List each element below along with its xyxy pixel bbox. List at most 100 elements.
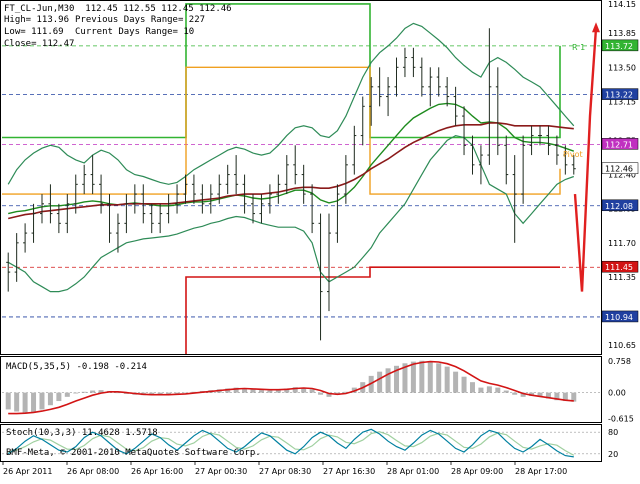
- macd-histogram-bar: [64, 392, 70, 397]
- macd-histogram-bar: [326, 392, 332, 397]
- macd-histogram-bar: [225, 388, 231, 393]
- symbol-name: FT_CL-Jun,M30: [4, 4, 75, 14]
- x-tick-label: 28 Apr 17:00: [515, 467, 567, 476]
- level-price-box: [601, 39, 639, 52]
- macd-histogram-bar: [562, 392, 568, 402]
- y-tick-label: 111.70: [608, 239, 636, 248]
- macd-histogram-bar: [81, 391, 87, 393]
- macd-histogram-bar: [166, 392, 172, 395]
- macd-tick-label: -0.615: [608, 414, 634, 423]
- macd-histogram-bar: [174, 392, 180, 394]
- macd-histogram-bar: [191, 391, 197, 393]
- macd-histogram-bar: [242, 388, 248, 393]
- macd-histogram-bar: [267, 390, 273, 393]
- macd-histogram-bar: [503, 390, 509, 393]
- macd-histogram-bar: [486, 386, 492, 393]
- macd-histogram-bar: [377, 371, 383, 393]
- y-tick-label: 114.15: [608, 0, 636, 9]
- macd-histogram-bar: [98, 390, 104, 393]
- macd-histogram-bar: [394, 365, 400, 393]
- level-price-box: [601, 260, 639, 273]
- macd-tick-label: 0.758: [608, 357, 631, 366]
- stoch-tick-label: 80: [608, 428, 618, 437]
- moving-average-fast-line: [8, 102, 575, 215]
- macd-histogram-bar: [520, 392, 526, 397]
- x-tick-label: 28 Apr 09:00: [451, 467, 503, 476]
- macd-histogram-bar: [495, 387, 501, 393]
- bollinger-lower-line: [7, 134, 574, 293]
- macd-histogram-bar: [73, 392, 79, 394]
- macd-histogram-bar: [537, 392, 543, 397]
- macd-histogram-bar: [343, 391, 349, 393]
- stoch-panel-frame: [0, 424, 602, 462]
- stochastic-panel: 80 20: [2, 428, 618, 459]
- stoch-tick-label: 20: [608, 450, 618, 459]
- high-value: High= 113.96: [4, 15, 70, 25]
- y-tick-label: 110.65: [608, 341, 636, 350]
- y-tick-label: 113.50: [608, 63, 636, 72]
- macd-histogram-bar: [39, 392, 45, 410]
- copyright-text: BMF-Meta, © 2001-2010 MetaQuotes Softwar…: [6, 448, 261, 458]
- y-tick-label: 112.40: [608, 171, 636, 180]
- low-value: Low= 111.69: [4, 27, 64, 37]
- level-price-box: [601, 88, 639, 100]
- macd-histogram-bar: [250, 389, 256, 393]
- macd-histogram-bar: [410, 361, 416, 393]
- macd-histogram-bar: [512, 392, 518, 395]
- macd-histogram-bar: [258, 390, 264, 393]
- x-tick-label: 26 Apr 2011: [3, 467, 52, 476]
- macd-histogram-bar: [14, 392, 20, 412]
- x-tick-label: 27 Apr 16:30: [323, 467, 375, 476]
- moving-average-slow-line: [8, 122, 574, 220]
- symbol-info: FT_CL-Jun,M30 112.45 112.55 112.45 112.4…: [4, 4, 232, 14]
- macd-histogram-bar: [529, 392, 535, 396]
- macd-histogram-bar: [545, 392, 551, 399]
- macd-histogram-bar: [115, 392, 121, 394]
- stoch-title: Stoch(10,3,3) 11.4628 1.5718: [6, 428, 158, 438]
- macd-histogram-bar: [385, 368, 391, 393]
- macd-histogram-bar: [351, 387, 357, 393]
- level-price-box: [601, 310, 639, 323]
- macd-histogram-bar: [419, 360, 425, 393]
- s1-line: [185, 266, 560, 354]
- level-price-box: [601, 199, 639, 212]
- level-price-box: [601, 138, 639, 150]
- level-price-label: 112.08: [605, 202, 633, 211]
- macd-histogram-bar: [56, 392, 62, 402]
- macd-histogram-bar: [284, 388, 290, 393]
- pivot-line: [2, 66, 561, 195]
- macd-histogram-bar: [47, 392, 53, 406]
- macd-histogram-bar: [275, 389, 281, 393]
- ohlc-values: 112.45 112.55 112.45 112.46: [85, 4, 232, 14]
- macd-histogram-bar: [182, 392, 188, 394]
- macd-histogram-bar: [301, 387, 307, 393]
- macd-histogram-bar: [31, 392, 37, 413]
- forecast-arrow-line: [573, 28, 598, 292]
- macd-histogram-bar: [554, 392, 560, 401]
- level-price-label: 113.22: [605, 91, 633, 100]
- stoch-main-line: [7, 428, 574, 458]
- macd-histogram-bar: [22, 392, 28, 414]
- x-tick-label: 26 Apr 16:00: [131, 467, 183, 476]
- x-tick-label: 26 Apr 08:00: [67, 467, 119, 476]
- macd-histogram-bar: [309, 389, 315, 393]
- main-panel-frame: [0, 0, 602, 355]
- current-days-range: Current Days Range= 10: [75, 27, 195, 37]
- time-axis: 26 Apr 2011 26 Apr 08:00 26 Apr 16:00 27 Ap…: [2, 461, 567, 476]
- macd-histogram-bar: [453, 371, 459, 393]
- macd-histogram-bar: [444, 366, 450, 393]
- bollinger-upper-line: [7, 22, 575, 185]
- x-tick-label: 28 Apr 01:00: [387, 467, 439, 476]
- x-tick-label: 27 Apr 00:30: [195, 467, 247, 476]
- macd-histogram-bar: [233, 387, 239, 393]
- pivot-annotation: Pivot: [563, 150, 583, 159]
- macd-histogram-bar: [427, 361, 433, 393]
- macd-tick-label: 0.00: [608, 389, 626, 398]
- macd-title: MACD(5,35,5) -0.198 -0.214: [6, 362, 147, 372]
- price-axis: 114.15113.85113.50113.15112.75112.40112.…: [601, 0, 639, 350]
- macd-histogram-bar: [469, 382, 475, 393]
- previous-days-range: Previous Days Range= 227: [75, 15, 206, 25]
